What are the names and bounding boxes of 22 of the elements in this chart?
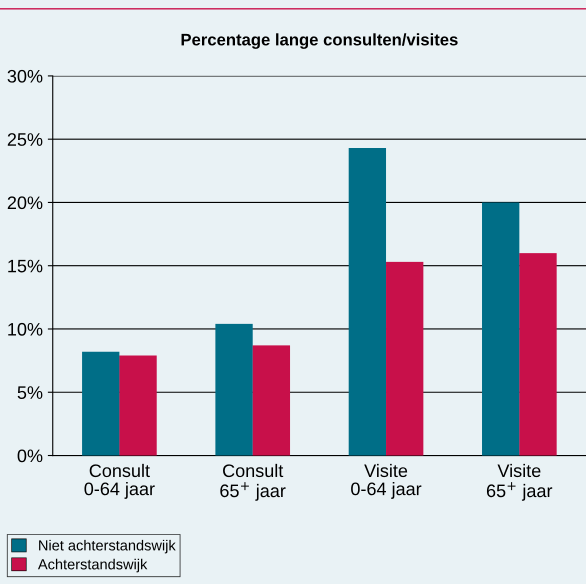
legend-label: Niet achterstandswijk — [39, 540, 176, 554]
x-tick-label: Consult 0-64 jaar — [84, 464, 155, 499]
bar — [215, 324, 253, 456]
x-tick-label: Visite 0-64 jaar — [351, 464, 422, 499]
y-tick-label: 25% — [8, 133, 42, 146]
bar — [348, 148, 386, 456]
legend-label: Achterstandswijk — [38, 558, 148, 572]
x-tick-label: Visite 65$^{+}$ jaar — [486, 464, 552, 501]
bar — [82, 352, 120, 456]
chart-title: Percentage lange consulten/visites — [182, 33, 458, 49]
x-tick-label: Consult 65$^{+}$ jaar — [220, 464, 286, 501]
y-tick-label: 30% — [8, 70, 42, 83]
y-tick-label: 20% — [8, 196, 42, 210]
bar — [482, 202, 520, 456]
y-tick-label: 5% — [18, 386, 42, 399]
bar — [119, 356, 157, 456]
bar — [519, 253, 557, 456]
y-tick-label: 0% — [18, 449, 42, 462]
y-tick-label: 15% — [8, 260, 42, 272]
bar — [252, 345, 290, 456]
y-tick-label: 10% — [8, 322, 42, 336]
bar — [386, 262, 424, 456]
